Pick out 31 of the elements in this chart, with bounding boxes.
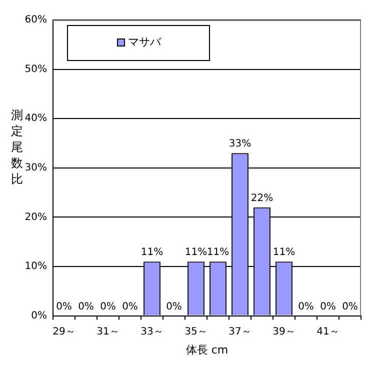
data-label: 11%	[184, 247, 208, 258]
data-label: 11%	[206, 247, 230, 258]
data-label: 33%	[228, 138, 252, 150]
y-tick-label: 0%	[31, 310, 47, 322]
data-label: 0%	[56, 301, 72, 312]
y-tick-label: 60%	[24, 14, 47, 26]
x-tick-label: 33～	[140, 326, 164, 338]
data-label: 0%	[320, 301, 336, 312]
legend-label: マサバ	[128, 35, 162, 48]
y-tick-label: 30%	[24, 162, 47, 174]
x-tick-label: 41～	[316, 326, 340, 338]
x-tick-label: 39～	[272, 326, 296, 338]
x-axis-title: 体長 cm	[186, 343, 228, 356]
y-tick-label: 40%	[24, 113, 47, 124]
x-tick-label: 29～	[52, 326, 76, 338]
data-label: 0%	[78, 301, 94, 312]
data-label: 22%	[250, 192, 274, 204]
y-tick-label: 10%	[24, 261, 47, 272]
data-label: 0%	[342, 301, 358, 312]
data-label: 0%	[298, 301, 314, 312]
y-axis-title: 測定尾数比	[11, 108, 23, 186]
x-tick-label: 37～	[228, 326, 252, 338]
y-tick-label: 50%	[24, 64, 47, 75]
y-tick-label: 20%	[24, 212, 47, 223]
x-tick-label: 35～	[184, 326, 208, 338]
data-label: 0%	[122, 301, 138, 312]
data-label: 11%	[140, 247, 164, 258]
data-label: 0%	[100, 301, 116, 312]
data-label: 11%	[272, 247, 296, 258]
data-label: 0%	[166, 301, 182, 312]
x-tick-label: 31～	[96, 326, 120, 338]
